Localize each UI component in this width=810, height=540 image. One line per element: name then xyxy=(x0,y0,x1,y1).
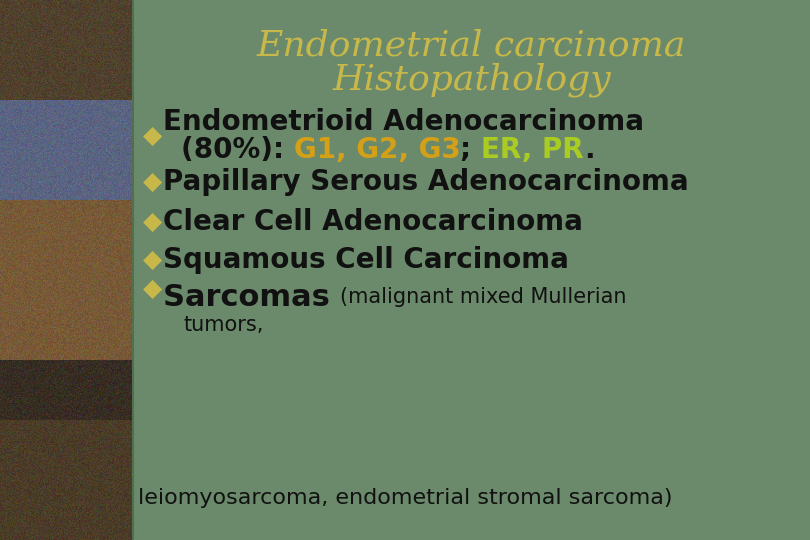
Text: leiomyosarcoma, endometrial stromal sarcoma): leiomyosarcoma, endometrial stromal sarc… xyxy=(138,488,672,508)
Text: tumors,: tumors, xyxy=(183,315,263,335)
Text: (80%):: (80%): xyxy=(181,136,294,164)
Text: ◆: ◆ xyxy=(143,170,162,194)
Text: Histopathology: Histopathology xyxy=(332,63,611,97)
Text: (malignant mixed Mullerian: (malignant mixed Mullerian xyxy=(340,287,627,307)
Text: G1, G2, G3: G1, G2, G3 xyxy=(294,136,461,164)
Text: Sarcomas: Sarcomas xyxy=(163,282,340,312)
Text: Papillary Serous Adenocarcinoma: Papillary Serous Adenocarcinoma xyxy=(163,168,688,196)
Text: Squamous Cell Carcinoma: Squamous Cell Carcinoma xyxy=(163,246,569,274)
Text: ◆: ◆ xyxy=(143,124,162,148)
Text: ◆: ◆ xyxy=(143,210,162,234)
Text: Endometrial carcinoma: Endometrial carcinoma xyxy=(257,28,686,62)
Text: ;: ; xyxy=(461,136,481,164)
Text: ◆: ◆ xyxy=(143,248,162,272)
Text: Clear Cell Adenocarcinoma: Clear Cell Adenocarcinoma xyxy=(163,208,583,236)
Text: Endometrioid Adenocarcinoma: Endometrioid Adenocarcinoma xyxy=(163,108,644,136)
Bar xyxy=(133,0,810,540)
Text: ER, PR: ER, PR xyxy=(481,136,584,164)
Text: .: . xyxy=(584,136,595,164)
Text: ◆: ◆ xyxy=(143,277,162,301)
